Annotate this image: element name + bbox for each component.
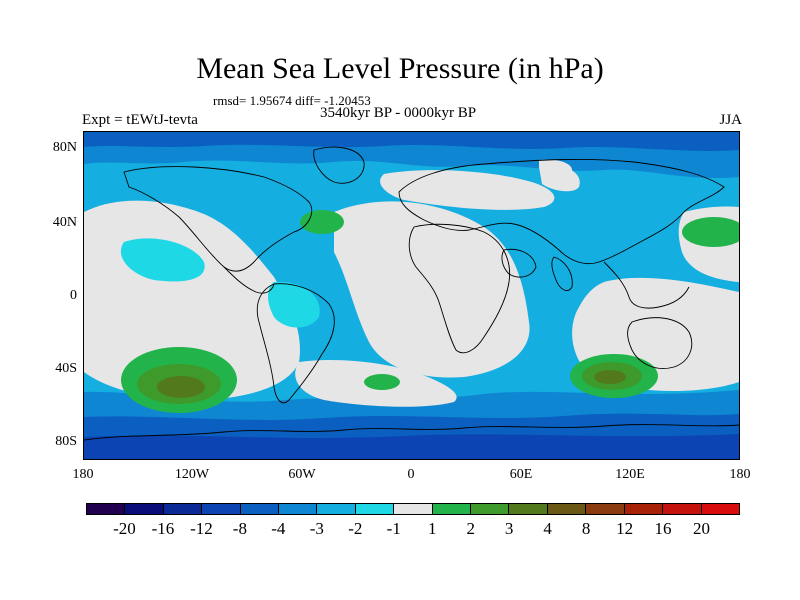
neutral-atlantic-africa xyxy=(334,201,530,378)
coast-greenland xyxy=(313,146,365,184)
colorbar-label: 16 xyxy=(654,519,672,538)
colorbar-label: -2 xyxy=(348,519,363,538)
coast-arabia xyxy=(501,248,537,278)
coast-europe-asia xyxy=(398,158,725,265)
colorbar-label: -4 xyxy=(271,519,286,538)
coast-antarctica xyxy=(83,424,740,441)
colorbar-swatch-5 xyxy=(279,504,318,514)
coastlines xyxy=(83,146,740,441)
colorbar-swatch-0 xyxy=(87,504,126,514)
experiment-label: Expt = tEWtJ-tevta xyxy=(82,112,198,128)
coast-central-america xyxy=(223,266,275,294)
colorbar-label: 8 xyxy=(581,519,591,538)
colorbar-label: 4 xyxy=(543,519,552,538)
x-tick-60e: 60E xyxy=(509,467,533,482)
high-south-pacific-core xyxy=(157,376,205,398)
x-tick-120e: 120E xyxy=(615,467,645,482)
y-tick-80n: 80N xyxy=(52,140,77,155)
x-tick-0: 0 xyxy=(407,467,415,482)
coast-north-america xyxy=(123,166,313,272)
stats-text: rmsd= 1.95674 diff= -1.20453 xyxy=(213,93,371,108)
coast-africa xyxy=(408,223,511,354)
colorbar-swatch-12 xyxy=(547,504,587,514)
colorbar-swatch-10 xyxy=(471,504,510,514)
arctic-deep-band xyxy=(84,132,739,151)
y-tick-40s: 40S xyxy=(55,361,77,376)
colorbar-swatch-2 xyxy=(163,504,203,514)
high-south-atlantic xyxy=(364,374,400,390)
map-title: Mean Sea Level Pressure (in hPa) xyxy=(196,52,604,85)
season-label: JJA xyxy=(719,112,742,128)
neutral-north-atlantic xyxy=(380,170,555,210)
colorbar-swatch-15 xyxy=(663,504,702,514)
period-text: 3540kyr BP - 0000kyr BP xyxy=(320,105,477,121)
colorbar-swatch-13 xyxy=(586,504,625,514)
colorbar-label: 2 xyxy=(466,519,475,538)
x-tick-180-east: 180 xyxy=(729,467,751,482)
colorbar-swatch-3 xyxy=(202,504,241,514)
antarctic-dark-band xyxy=(84,434,739,459)
colorbar-swatch-6 xyxy=(317,504,356,514)
y-tick-0: 0 xyxy=(70,288,77,303)
colorbar-label: -16 xyxy=(151,519,175,538)
colorbar-swatch-7 xyxy=(355,504,395,514)
colorbar-swatch-16 xyxy=(701,504,739,514)
map-canvas xyxy=(83,132,746,459)
colorbar-swatch-4 xyxy=(240,504,280,514)
colorbar-label: -1 xyxy=(386,519,401,538)
cyan-pacific-patch xyxy=(120,238,205,282)
pressure-anomaly-map xyxy=(83,131,746,460)
colorbar-swatch-9 xyxy=(432,504,472,514)
coast-south-america xyxy=(256,283,335,404)
colorbar-label: 1 xyxy=(427,519,437,538)
coast-australia xyxy=(627,317,693,369)
coast-southeast-asia xyxy=(603,261,690,309)
colorbar-label: -3 xyxy=(309,519,324,538)
y-tick-80s: 80S xyxy=(55,434,77,449)
neutral-arctic-patch xyxy=(539,159,573,175)
colorbar-swatch-11 xyxy=(509,504,548,514)
x-tick-180-west: 180 xyxy=(72,467,94,482)
colorbar-swatch-8 xyxy=(394,504,433,514)
colorbar xyxy=(86,503,740,515)
colorbar-label: -20 xyxy=(113,519,136,538)
colorbar-label: 3 xyxy=(504,519,514,538)
x-tick-60w: 60W xyxy=(288,467,316,482)
coast-india xyxy=(551,256,573,291)
colorbar-swatch-1 xyxy=(125,504,164,514)
colorbar-label: -12 xyxy=(190,519,213,538)
x-tick-120w: 120W xyxy=(174,467,210,482)
high-north-atlantic xyxy=(300,210,344,234)
colorbar-label: 12 xyxy=(616,519,634,538)
high-north-pacific xyxy=(682,217,746,247)
colorbar-label: 20 xyxy=(693,519,711,538)
colorbar-swatch-14 xyxy=(624,504,664,514)
high-indian-ocean-core xyxy=(594,370,626,384)
y-tick-40n: 40N xyxy=(52,215,77,230)
cyan-atlantic-patch xyxy=(268,281,320,328)
colorbar-label: -8 xyxy=(232,519,247,538)
